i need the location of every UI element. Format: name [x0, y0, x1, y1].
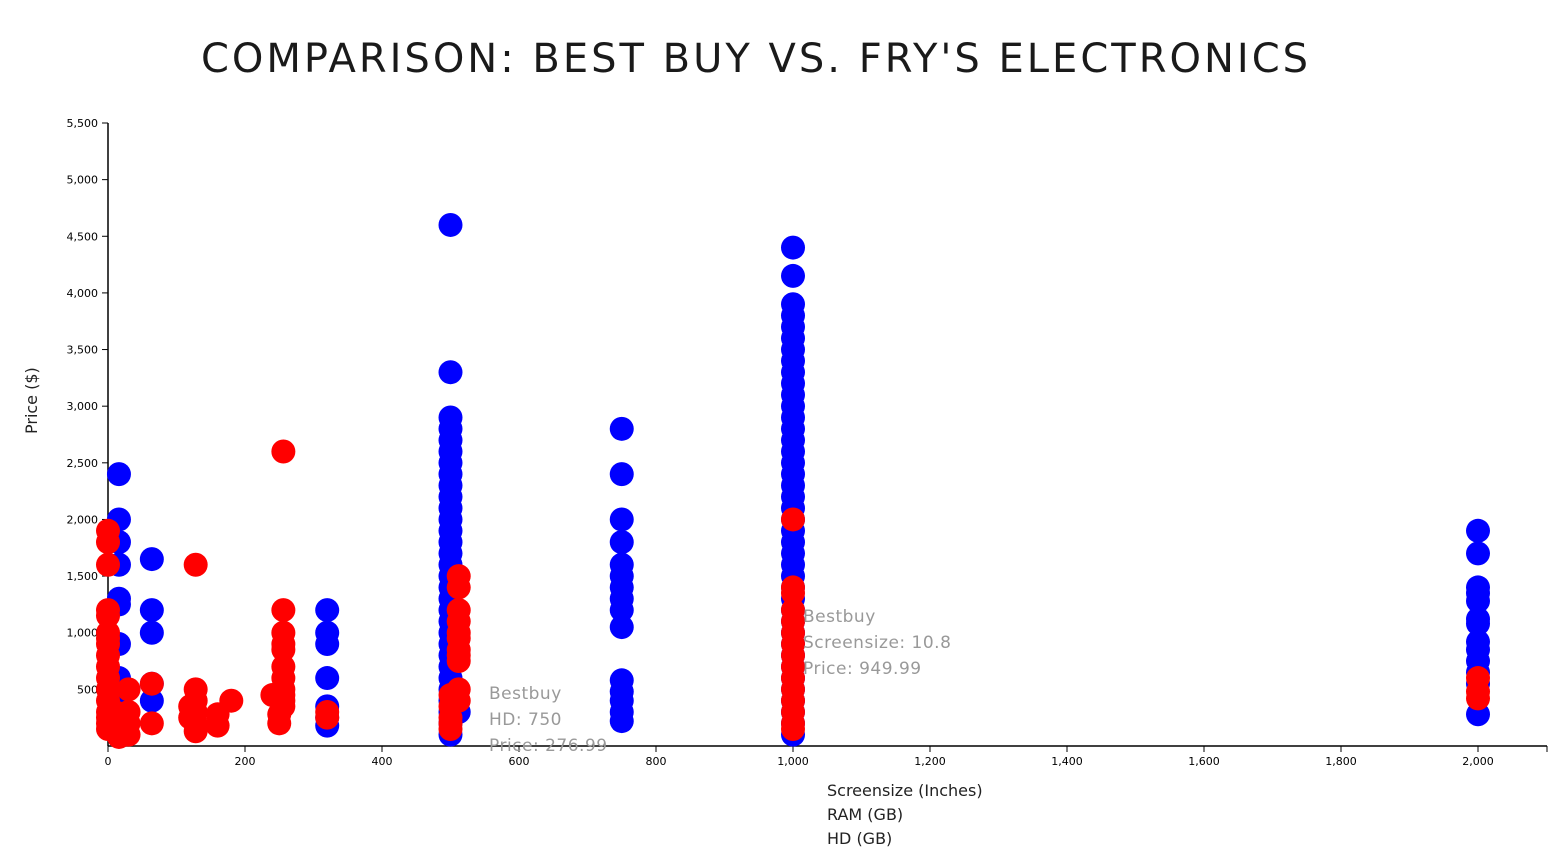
x-axis-option-screensize[interactable]: Screensize (Inches)	[827, 781, 983, 800]
y-tick-label: 3,500	[67, 344, 99, 357]
tooltip-x-value: HD: 750	[489, 710, 562, 730]
frys-point[interactable]	[183, 552, 208, 577]
bestbuy-point[interactable]	[438, 360, 463, 385]
tooltip-hd: Bestbuy HD: 750 Price: 276.99	[489, 681, 608, 759]
y-tick-label: 4,000	[67, 287, 99, 300]
tooltip-price: Price: 949.99	[803, 659, 922, 679]
bestbuy-point[interactable]	[781, 235, 805, 260]
frys-point[interactable]	[271, 694, 296, 719]
x-axis-selector: Screensize (Inches) RAM (GB) HD (GB)	[827, 779, 983, 851]
frys-point[interactable]	[446, 575, 471, 600]
bestbuy-point[interactable]	[315, 666, 340, 691]
bestbuy-point[interactable]	[1466, 518, 1490, 543]
y-tick-label: 1,500	[67, 570, 99, 583]
x-tick-label: 0	[105, 755, 112, 768]
frys-point[interactable]	[271, 598, 296, 623]
frys-point[interactable]	[781, 507, 805, 532]
bestbuy-point[interactable]	[609, 462, 634, 487]
y-tick-label: 2,000	[67, 513, 99, 526]
frys-point[interactable]	[315, 705, 340, 730]
x-tick-label: 1,600	[1188, 755, 1220, 768]
frys-point[interactable]	[116, 677, 141, 702]
data-points	[96, 212, 1490, 749]
bestbuy-point[interactable]	[139, 688, 164, 713]
bestbuy-point[interactable]	[1466, 611, 1490, 636]
y-tick-label: 3,000	[67, 400, 99, 413]
bestbuy-point[interactable]	[609, 598, 634, 623]
y-tick-label: 4,500	[67, 230, 99, 243]
chart-title: COMPARISON: BEST BUY VS. FRY'S ELECTRONI…	[200, 36, 1312, 82]
x-axis-option-ram[interactable]: RAM (GB)	[827, 805, 904, 824]
tooltip-store: Bestbuy	[803, 607, 876, 627]
frys-point[interactable]	[139, 711, 164, 736]
frys-point[interactable]	[271, 439, 296, 464]
frys-point[interactable]	[96, 530, 120, 555]
bestbuy-point[interactable]	[315, 598, 340, 623]
frys-point[interactable]	[96, 603, 120, 628]
frys-point[interactable]	[781, 581, 805, 606]
bestbuy-point[interactable]	[609, 709, 634, 734]
x-tick-label: 1,000	[777, 755, 809, 768]
frys-point[interactable]	[446, 649, 471, 674]
y-tick-label: 1,000	[67, 627, 99, 640]
frys-point[interactable]	[219, 688, 244, 713]
frys-point[interactable]	[781, 717, 805, 742]
tooltip-store: Bestbuy	[489, 684, 562, 704]
frys-point[interactable]	[271, 637, 296, 662]
x-axis: 0 200 400 600 800 1,000 1,200 1,400 1,600 1,800 2,…	[105, 745, 1548, 768]
x-tick-label: 1,400	[1051, 755, 1083, 768]
y-tick-label: 2,500	[67, 457, 99, 470]
bestbuy-point[interactable]	[609, 530, 634, 555]
bestbuy-point[interactable]	[315, 632, 340, 657]
x-axis-option-hd[interactable]: HD (GB)	[827, 829, 893, 848]
y-axis-label: Price ($)	[22, 367, 41, 434]
frys-point[interactable]	[96, 552, 120, 577]
y-tick-label: 5,000	[67, 174, 99, 187]
frys-point[interactable]	[139, 671, 164, 696]
frys-point[interactable]	[205, 713, 230, 738]
tooltip-screensize: Bestbuy Screensize: 10.8 Price: 949.99	[803, 604, 951, 682]
bestbuy-point[interactable]	[1466, 589, 1490, 614]
bestbuy-point[interactable]	[781, 263, 805, 288]
frys-point[interactable]	[438, 717, 463, 742]
bestbuy-point[interactable]	[609, 507, 634, 532]
y-axis: 500 1,000 1,500 2,000 2,500 3,000 3,500 4,000 4,…	[67, 117, 109, 746]
bestbuy-point[interactable]	[609, 615, 634, 640]
frys-point[interactable]	[116, 711, 141, 736]
bestbuy-point[interactable]	[1466, 541, 1490, 566]
x-tick-label: 400	[372, 755, 393, 768]
bestbuy-point[interactable]	[139, 620, 164, 645]
frys-point[interactable]	[178, 694, 203, 719]
x-tick-label: 800	[646, 755, 667, 768]
bestbuy-point[interactable]	[438, 212, 463, 237]
y-tick-label: 500	[77, 683, 98, 696]
bestbuy-point[interactable]	[139, 547, 164, 572]
tooltip-x-value: Screensize: 10.8	[803, 633, 952, 653]
y-tick-label: 5,500	[67, 117, 99, 130]
bestbuy-point[interactable]	[106, 462, 131, 487]
bestbuy-point[interactable]	[609, 416, 634, 441]
tooltip-price: Price: 276.99	[489, 736, 608, 756]
x-tick-label: 1,200	[914, 755, 946, 768]
bestbuy-point[interactable]	[139, 598, 164, 623]
x-tick-label: 2,000	[1462, 755, 1494, 768]
x-tick-label: 200	[235, 755, 256, 768]
x-tick-label: 1,800	[1325, 755, 1357, 768]
x-tick-label: 600	[509, 755, 530, 768]
frys-point[interactable]	[1466, 686, 1490, 711]
